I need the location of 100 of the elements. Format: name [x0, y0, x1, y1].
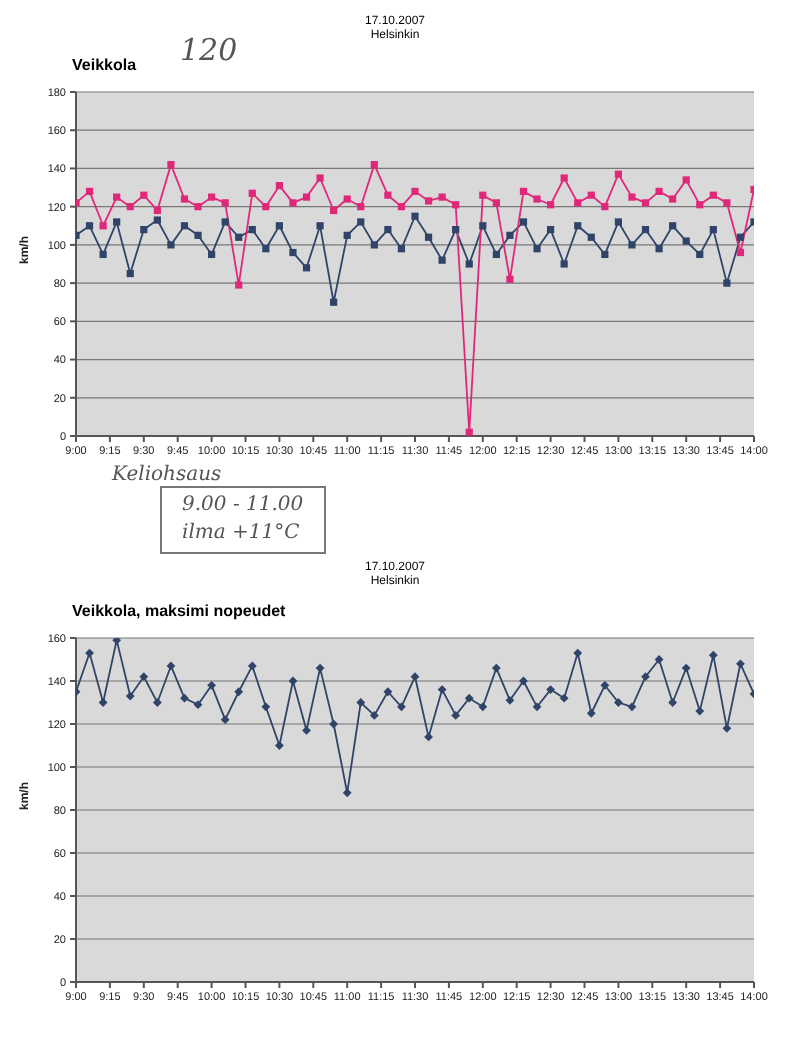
- point: [614, 698, 623, 707]
- point: [681, 663, 691, 673]
- point: [208, 193, 216, 201]
- point: [193, 700, 203, 710]
- point: [167, 161, 175, 169]
- point: [234, 687, 244, 697]
- point: [316, 222, 324, 230]
- point: [383, 687, 393, 697]
- text: 120: [180, 32, 238, 68]
- point: [194, 231, 202, 239]
- point: [397, 203, 406, 211]
- point: [574, 222, 582, 230]
- point: [302, 264, 311, 272]
- point: [248, 226, 256, 234]
- point: [709, 191, 717, 199]
- point: [478, 702, 488, 712]
- point: [641, 199, 650, 207]
- point: [519, 187, 528, 195]
- point: [288, 676, 298, 686]
- point: [601, 250, 609, 259]
- point: [587, 191, 595, 199]
- point: [452, 226, 460, 234]
- point: [587, 233, 595, 241]
- point: [221, 218, 229, 226]
- point: [262, 245, 270, 253]
- point: [140, 191, 148, 199]
- point: [125, 691, 135, 701]
- point: [506, 231, 514, 239]
- point: [126, 203, 134, 211]
- point: [369, 711, 379, 720]
- point: [438, 256, 446, 264]
- point: [600, 680, 610, 690]
- chart-title: Veikkola, maksimi nopeudet: [72, 602, 286, 620]
- point: [736, 233, 745, 241]
- point: [275, 182, 283, 190]
- point: [452, 201, 460, 209]
- point: [275, 222, 283, 230]
- point: [370, 241, 378, 249]
- point: [641, 672, 650, 682]
- point: [573, 648, 583, 658]
- point: [220, 715, 230, 725]
- point: [302, 193, 311, 201]
- point: [491, 663, 501, 673]
- point: [247, 661, 257, 671]
- point: [397, 245, 406, 253]
- point: [248, 189, 256, 197]
- point: [113, 218, 121, 226]
- point: [424, 233, 433, 241]
- point: [330, 206, 338, 215]
- point: [533, 245, 541, 253]
- point: [153, 216, 161, 224]
- point: [357, 218, 365, 226]
- point: [98, 698, 108, 707]
- point: [329, 719, 339, 729]
- point: [628, 193, 636, 201]
- point: [479, 191, 487, 199]
- point: [343, 231, 351, 239]
- point: [695, 706, 705, 716]
- point: [140, 226, 148, 234]
- point: [221, 199, 229, 207]
- point: [289, 199, 297, 207]
- point: [166, 661, 176, 671]
- point: [152, 698, 162, 707]
- chart-title: Veikkola: [72, 56, 137, 74]
- point: [641, 226, 650, 234]
- point: [723, 199, 731, 207]
- point: [99, 222, 107, 230]
- point: [424, 197, 433, 205]
- point: [180, 693, 189, 703]
- point: [411, 212, 419, 220]
- point: [655, 245, 663, 253]
- point: [559, 693, 569, 703]
- point: [208, 250, 216, 259]
- point: [167, 241, 175, 249]
- point: [669, 222, 677, 230]
- point: [343, 195, 351, 203]
- point: [85, 187, 94, 195]
- point: [668, 698, 678, 707]
- point: [316, 174, 324, 182]
- point: [194, 203, 202, 211]
- point: [330, 298, 338, 306]
- point: [370, 161, 378, 169]
- point: [533, 195, 541, 203]
- point: [546, 685, 555, 694]
- point: [235, 281, 243, 289]
- point: [465, 428, 473, 436]
- point: [669, 195, 677, 203]
- point: [492, 199, 500, 207]
- point: [708, 650, 718, 660]
- point: [356, 698, 366, 707]
- point: [113, 193, 121, 201]
- point: [492, 250, 500, 259]
- text: 9.00 - 11.00: [182, 492, 304, 520]
- point: [384, 226, 392, 234]
- point: [315, 663, 325, 673]
- point: [207, 680, 216, 690]
- point: [682, 176, 690, 184]
- point: [357, 203, 365, 211]
- point: [601, 203, 609, 211]
- point: [180, 195, 189, 203]
